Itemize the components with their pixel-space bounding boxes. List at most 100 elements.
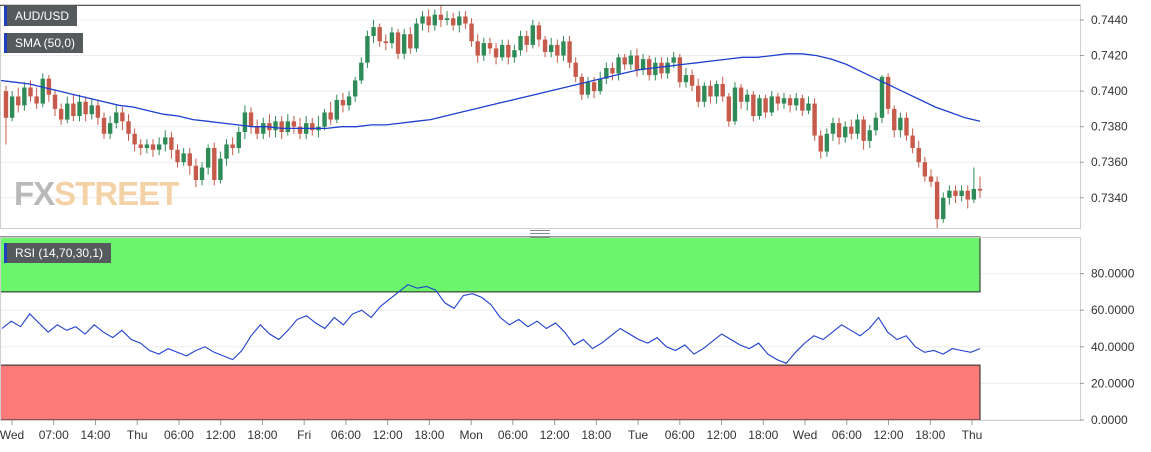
candle-body xyxy=(163,137,168,145)
candle-body xyxy=(450,18,456,26)
svg-text:FXSTREET: FXSTREET xyxy=(14,175,179,212)
candle-body xyxy=(555,44,560,56)
candle-body xyxy=(224,144,229,159)
candle-body xyxy=(297,126,303,134)
candle-body xyxy=(757,98,762,116)
candle-body xyxy=(548,44,554,52)
candle-body xyxy=(181,153,186,163)
price-tick-label: 0.7440 xyxy=(1091,13,1128,27)
x-tick-label: 12:00 xyxy=(540,428,570,442)
candle-body xyxy=(720,84,725,97)
candle-body xyxy=(150,144,156,150)
candle-body xyxy=(579,76,585,95)
candle-body xyxy=(714,84,719,97)
price-tick-label: 0.7380 xyxy=(1091,120,1128,134)
candle-body xyxy=(156,144,162,150)
candle-body xyxy=(383,41,388,44)
candle-body xyxy=(787,98,793,106)
candle-body xyxy=(830,123,836,134)
candle-body xyxy=(598,78,603,92)
candle-body xyxy=(689,75,695,86)
candle-body xyxy=(732,87,738,122)
x-tick-label: 06:00 xyxy=(832,428,862,442)
candle-body xyxy=(120,112,125,122)
candle-body xyxy=(230,144,235,148)
candle-body xyxy=(542,39,548,52)
x-tick-label: Wed xyxy=(793,428,817,442)
candle-body xyxy=(628,55,634,65)
candle-body xyxy=(212,148,217,180)
candle-body xyxy=(77,101,82,116)
x-tick-label: 06:00 xyxy=(498,428,528,442)
candle-body xyxy=(371,27,376,36)
candle-body xyxy=(205,148,211,168)
candle-body xyxy=(934,181,940,220)
pane-resize-handle[interactable] xyxy=(530,230,550,238)
candle-body xyxy=(591,82,597,92)
candle-body xyxy=(34,96,39,104)
candle-body xyxy=(959,190,964,196)
x-tick-label: 06:00 xyxy=(164,428,194,442)
candle-body xyxy=(328,112,333,120)
candle-body xyxy=(910,135,915,148)
rsi-tick-label: 80.0000 xyxy=(1091,267,1135,281)
candle-body xyxy=(604,68,609,79)
x-tick-label: 18:00 xyxy=(247,428,277,442)
candle-body xyxy=(824,133,830,152)
candle-body xyxy=(677,57,683,83)
candle-body xyxy=(781,98,787,104)
candle-body xyxy=(95,105,101,118)
x-tick-label: 06:00 xyxy=(665,428,695,442)
candle-body xyxy=(800,98,805,111)
candle-body xyxy=(610,68,615,74)
x-tick-label: Fri xyxy=(297,428,311,442)
x-tick-label: 18:00 xyxy=(581,428,611,442)
candle-body xyxy=(408,34,413,49)
candle-body xyxy=(346,96,352,106)
candle-body xyxy=(775,96,781,104)
candle-body xyxy=(922,162,928,177)
candle-body xyxy=(971,188,977,200)
candle-body xyxy=(738,87,744,102)
candle-body xyxy=(518,36,523,51)
candle-body xyxy=(236,132,241,148)
candle-body xyxy=(83,101,88,115)
candle-body xyxy=(426,16,431,26)
candle-body xyxy=(22,87,27,106)
candle-body xyxy=(647,59,652,76)
rsi-tag[interactable]: RSI (14,70,30,1) xyxy=(4,243,112,263)
candle-body xyxy=(536,25,542,40)
candle-body xyxy=(291,121,297,127)
candle-body xyxy=(52,94,58,109)
candle-body xyxy=(9,96,15,118)
candle-body xyxy=(849,126,854,134)
rsi-line xyxy=(1,283,981,364)
candle-body xyxy=(395,32,401,54)
candle-body xyxy=(867,130,872,141)
candle-body xyxy=(653,62,658,76)
candle-body xyxy=(506,44,511,58)
candle-body xyxy=(481,43,487,56)
x-tick-label: 12:00 xyxy=(874,428,904,442)
x-tick-label: 12:00 xyxy=(707,428,737,442)
candle-body xyxy=(114,112,119,124)
candle-body xyxy=(340,100,346,106)
symbol-tag[interactable]: AUD/USD xyxy=(4,6,78,26)
sma-tag[interactable]: SMA (50,0) xyxy=(4,33,84,53)
candle-body xyxy=(144,144,150,148)
candle-body xyxy=(947,190,952,198)
candle-body xyxy=(420,16,425,24)
candle-body xyxy=(665,62,670,74)
candle-body xyxy=(861,119,866,141)
price-tick-label: 0.7420 xyxy=(1091,49,1128,63)
candle-body xyxy=(187,153,192,166)
candle-body xyxy=(873,117,879,131)
x-tick-label: 12:00 xyxy=(373,428,403,442)
candle-body xyxy=(377,27,382,42)
candle-body xyxy=(469,23,474,42)
x-tick-label: 12:00 xyxy=(206,428,236,442)
candle-body xyxy=(567,41,572,63)
candle-body xyxy=(696,85,701,102)
x-tick-label: 07:00 xyxy=(39,428,69,442)
